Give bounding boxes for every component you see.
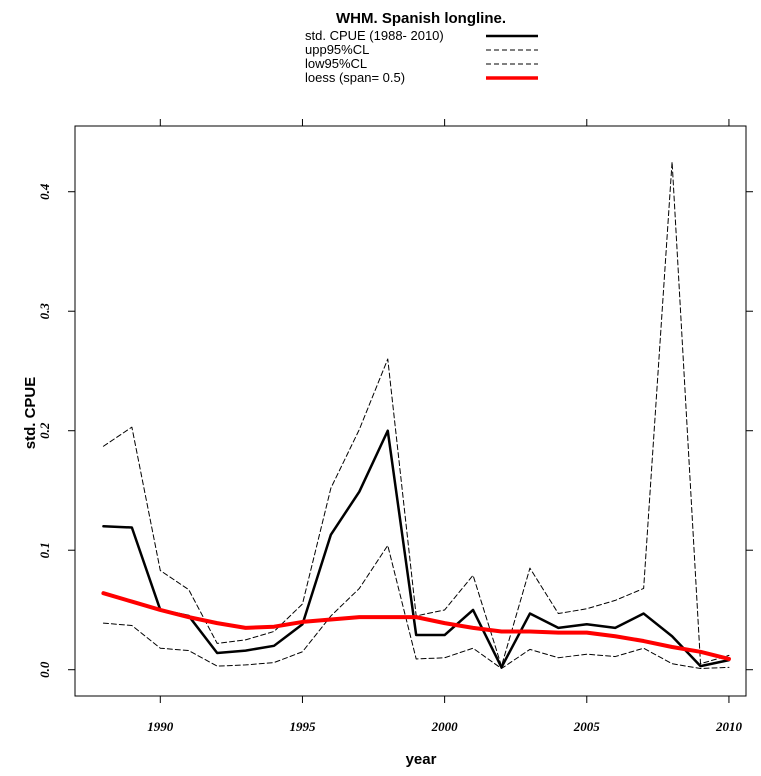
y-tick-label: 0.2 [37, 422, 52, 439]
legend: std. CPUE (1988- 2010)upp95%CLlow95%CLlo… [305, 28, 538, 85]
series-line-0 [103, 431, 729, 668]
y-tick-label: 0.3 [37, 303, 52, 320]
plot-frame [75, 126, 746, 696]
y-tick-label: 0.0 [37, 661, 52, 678]
legend-label: low95%CL [305, 56, 367, 71]
x-tick-label: 2005 [573, 719, 601, 734]
series-layer [103, 162, 729, 669]
x-tick-label: 1990 [147, 719, 174, 734]
x-axis-title: year [406, 751, 437, 768]
y-tick-label: 0.4 [37, 183, 52, 200]
y-tick-label: 0.1 [37, 542, 52, 558]
x-tick-label: 1995 [289, 719, 316, 734]
legend-label: loess (span= 0.5) [305, 70, 405, 85]
y-axis-title: std. CPUE [22, 377, 39, 450]
x-tick-label: 2010 [715, 719, 743, 734]
legend-label: upp95%CL [305, 42, 369, 57]
chart-title: WHM. Spanish longline. [336, 10, 506, 27]
series-line-1 [103, 162, 729, 666]
x-tick-label: 2000 [431, 719, 459, 734]
series-line-2 [103, 545, 729, 668]
legend-label: std. CPUE (1988- 2010) [305, 28, 444, 43]
